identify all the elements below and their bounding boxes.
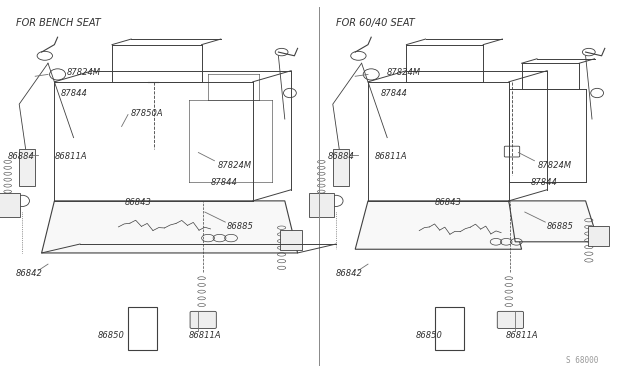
Text: 86850: 86850 bbox=[416, 331, 443, 340]
Text: 86811A: 86811A bbox=[189, 331, 221, 340]
Text: 86811A: 86811A bbox=[54, 152, 87, 161]
FancyBboxPatch shape bbox=[190, 311, 216, 328]
Text: 86843: 86843 bbox=[435, 198, 462, 207]
Text: 86843: 86843 bbox=[125, 198, 152, 207]
Text: 87824M: 87824M bbox=[538, 161, 572, 170]
Text: FOR BENCH SEAT: FOR BENCH SEAT bbox=[16, 18, 100, 28]
Polygon shape bbox=[42, 201, 298, 253]
Text: 86884: 86884 bbox=[328, 152, 355, 161]
Text: FOR 60/40 SEAT: FOR 60/40 SEAT bbox=[336, 18, 415, 28]
Text: 86884: 86884 bbox=[8, 152, 35, 161]
Text: 87844: 87844 bbox=[211, 178, 238, 187]
Text: 87824M: 87824M bbox=[387, 68, 421, 77]
Text: 87844: 87844 bbox=[381, 89, 408, 97]
Text: 86842: 86842 bbox=[336, 269, 363, 278]
Bar bbox=[128, 307, 157, 350]
Polygon shape bbox=[509, 201, 598, 242]
Bar bbox=[435, 307, 464, 350]
Text: 86842: 86842 bbox=[16, 269, 43, 278]
FancyBboxPatch shape bbox=[309, 193, 334, 217]
Text: 86885: 86885 bbox=[547, 222, 574, 231]
Text: 86885: 86885 bbox=[227, 222, 254, 231]
FancyBboxPatch shape bbox=[280, 230, 302, 250]
FancyBboxPatch shape bbox=[497, 311, 524, 328]
Text: 87844: 87844 bbox=[61, 89, 88, 97]
Polygon shape bbox=[355, 201, 522, 249]
Polygon shape bbox=[19, 149, 35, 186]
Text: 87824M: 87824M bbox=[218, 161, 252, 170]
Text: 86850: 86850 bbox=[97, 331, 124, 340]
Text: 86811A: 86811A bbox=[506, 331, 538, 340]
Text: 87850A: 87850A bbox=[131, 109, 164, 118]
Text: 87844: 87844 bbox=[531, 178, 558, 187]
Text: 86811A: 86811A bbox=[374, 152, 407, 161]
Polygon shape bbox=[333, 149, 349, 186]
FancyBboxPatch shape bbox=[0, 193, 20, 217]
FancyBboxPatch shape bbox=[588, 226, 609, 246]
Text: S 68000: S 68000 bbox=[566, 356, 599, 365]
Text: 87824M: 87824M bbox=[67, 68, 101, 77]
